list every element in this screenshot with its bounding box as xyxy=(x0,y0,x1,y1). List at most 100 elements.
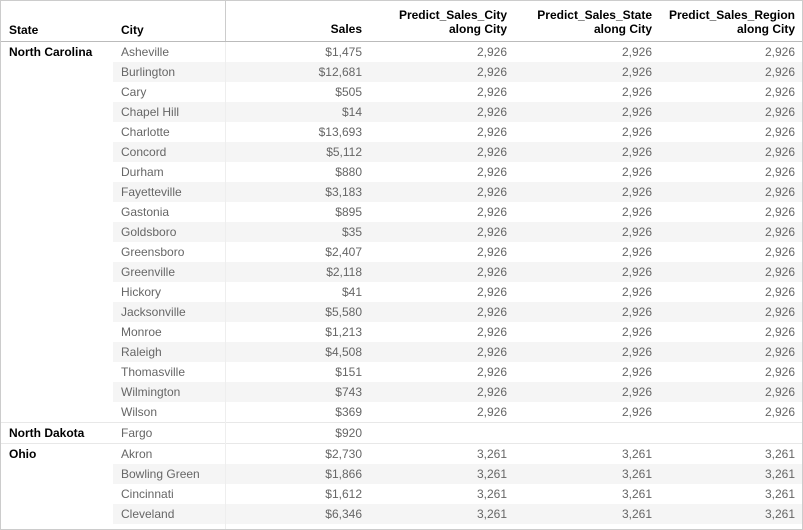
table-row[interactable]: Jacksonville$5,5802,9262,9262,926 xyxy=(1,302,803,322)
city-cell: Thomasville xyxy=(113,362,225,382)
sales-cell: $505 xyxy=(225,82,370,102)
col-header-predict-city[interactable]: Predict_Sales_City along City xyxy=(370,1,515,41)
sales-cell: $12,681 xyxy=(225,62,370,82)
predict-state-cell: 2,926 xyxy=(515,322,660,342)
table-row[interactable]: North CarolinaAsheville$1,4752,9262,9262… xyxy=(1,41,803,62)
predict-region-cell: 2,926 xyxy=(660,262,803,282)
predict-city-cell xyxy=(370,422,515,443)
sales-cell: $880 xyxy=(225,162,370,182)
table-row[interactable]: Greensboro$2,4072,9262,9262,926 xyxy=(1,242,803,262)
sales-cell: $35 xyxy=(225,222,370,242)
table-row[interactable]: Chapel Hill$142,9262,9262,926 xyxy=(1,102,803,122)
predict-region-cell xyxy=(660,422,803,443)
table-row[interactable]: Goldsboro$352,9262,9262,926 xyxy=(1,222,803,242)
table-row[interactable]: Cleveland$6,3463,2613,2613,261 xyxy=(1,504,803,524)
state-cell: North Carolina xyxy=(1,41,113,62)
predict-region-cell: 2,926 xyxy=(660,162,803,182)
city-cell: Chapel Hill xyxy=(113,102,225,122)
table-row[interactable]: Greenville$2,1182,9262,9262,926 xyxy=(1,262,803,282)
state-cell xyxy=(1,342,113,362)
state-cell xyxy=(1,122,113,142)
predict-state-cell: 2,926 xyxy=(515,362,660,382)
predict-state-cell: 2,926 xyxy=(515,62,660,82)
sales-cell: $1,475 xyxy=(225,41,370,62)
table-row[interactable]: Fayetteville$3,1832,9262,9262,926 xyxy=(1,182,803,202)
city-cell: Cary xyxy=(113,82,225,102)
state-cell xyxy=(1,102,113,122)
predict-city-cell: 2,926 xyxy=(370,322,515,342)
predict-region-cell: 3,261 xyxy=(660,504,803,524)
city-cell: Fayetteville xyxy=(113,182,225,202)
predict-city-cell: 2,926 xyxy=(370,362,515,382)
state-cell xyxy=(1,202,113,222)
predict-city-cell: 2,926 xyxy=(370,202,515,222)
predict-region-cell: 3,261 xyxy=(660,464,803,484)
table-row[interactable]: Cincinnati$1,6123,2613,2613,261 xyxy=(1,484,803,504)
predict-city-cell: 3,261 xyxy=(370,524,515,530)
city-cell: Columbus xyxy=(113,524,225,530)
col-header-predict-region[interactable]: Predict_Sales_Region along City xyxy=(660,1,803,41)
predict-state-cell: 3,261 xyxy=(515,524,660,530)
predict-state-cell: 2,926 xyxy=(515,302,660,322)
predict-city-cell: 2,926 xyxy=(370,302,515,322)
table-row[interactable]: Raleigh$4,5082,9262,9262,926 xyxy=(1,342,803,362)
predict-region-cell: 3,261 xyxy=(660,443,803,464)
table-row[interactable]: Hickory$412,9262,9262,926 xyxy=(1,282,803,302)
table-row[interactable]: Thomasville$1512,9262,9262,926 xyxy=(1,362,803,382)
predict-state-cell: 2,926 xyxy=(515,222,660,242)
table-row[interactable]: Durham$8802,9262,9262,926 xyxy=(1,162,803,182)
table-row[interactable]: Monroe$1,2132,9262,9262,926 xyxy=(1,322,803,342)
predict-city-cell: 2,926 xyxy=(370,242,515,262)
predict-state-cell xyxy=(515,422,660,443)
predict-region-cell: 2,926 xyxy=(660,342,803,362)
table-row[interactable]: Columbus$15,9013,2613,2613,261 xyxy=(1,524,803,530)
city-cell: Durham xyxy=(113,162,225,182)
state-cell xyxy=(1,62,113,82)
predict-region-cell: 3,261 xyxy=(660,524,803,530)
city-cell: Akron xyxy=(113,443,225,464)
sales-cell: $13,693 xyxy=(225,122,370,142)
table-row[interactable]: North DakotaFargo$920 xyxy=(1,422,803,443)
predict-state-cell: 2,926 xyxy=(515,282,660,302)
sales-cell: $3,183 xyxy=(225,182,370,202)
city-cell: Greensboro xyxy=(113,242,225,262)
city-cell: Jacksonville xyxy=(113,302,225,322)
table-row[interactable]: Gastonia$8952,9262,9262,926 xyxy=(1,202,803,222)
predict-state-cell: 3,261 xyxy=(515,464,660,484)
sales-cell: $15,901 xyxy=(225,524,370,530)
table-row[interactable]: Concord$5,1122,9262,9262,926 xyxy=(1,142,803,162)
col-header-state[interactable]: State xyxy=(1,1,113,41)
predict-city-cell: 2,926 xyxy=(370,102,515,122)
col-header-predict-state[interactable]: Predict_Sales_State along City xyxy=(515,1,660,41)
predict-state-cell: 2,926 xyxy=(515,82,660,102)
predict-region-cell: 2,926 xyxy=(660,142,803,162)
sales-cell: $1,612 xyxy=(225,484,370,504)
col-header-sales[interactable]: Sales xyxy=(225,1,370,41)
city-cell: Raleigh xyxy=(113,342,225,362)
state-cell: Ohio xyxy=(1,443,113,464)
state-cell xyxy=(1,222,113,242)
predict-state-cell: 2,926 xyxy=(515,342,660,362)
table-row[interactable]: Wilson$3692,9262,9262,926 xyxy=(1,402,803,423)
city-cell: Wilson xyxy=(113,402,225,423)
predict-state-cell: 3,261 xyxy=(515,443,660,464)
col-header-city[interactable]: City xyxy=(113,1,225,41)
predict-region-cell: 2,926 xyxy=(660,202,803,222)
predict-state-cell: 2,926 xyxy=(515,162,660,182)
table-row[interactable]: OhioAkron$2,7303,2613,2613,261 xyxy=(1,443,803,464)
predict-city-cell: 2,926 xyxy=(370,382,515,402)
state-cell xyxy=(1,242,113,262)
sales-cell: $6,346 xyxy=(225,504,370,524)
table-row[interactable]: Bowling Green$1,8663,2613,2613,261 xyxy=(1,464,803,484)
state-cell xyxy=(1,504,113,524)
table-row[interactable]: Burlington$12,6812,9262,9262,926 xyxy=(1,62,803,82)
predict-city-cell: 2,926 xyxy=(370,122,515,142)
city-cell: Charlotte xyxy=(113,122,225,142)
table-row[interactable]: Charlotte$13,6932,9262,9262,926 xyxy=(1,122,803,142)
sales-cell: $5,580 xyxy=(225,302,370,322)
table-row[interactable]: Wilmington$7432,9262,9262,926 xyxy=(1,382,803,402)
predict-state-cell: 2,926 xyxy=(515,202,660,222)
predict-city-cell: 2,926 xyxy=(370,62,515,82)
city-cell: Gastonia xyxy=(113,202,225,222)
table-row[interactable]: Cary$5052,9262,9262,926 xyxy=(1,82,803,102)
